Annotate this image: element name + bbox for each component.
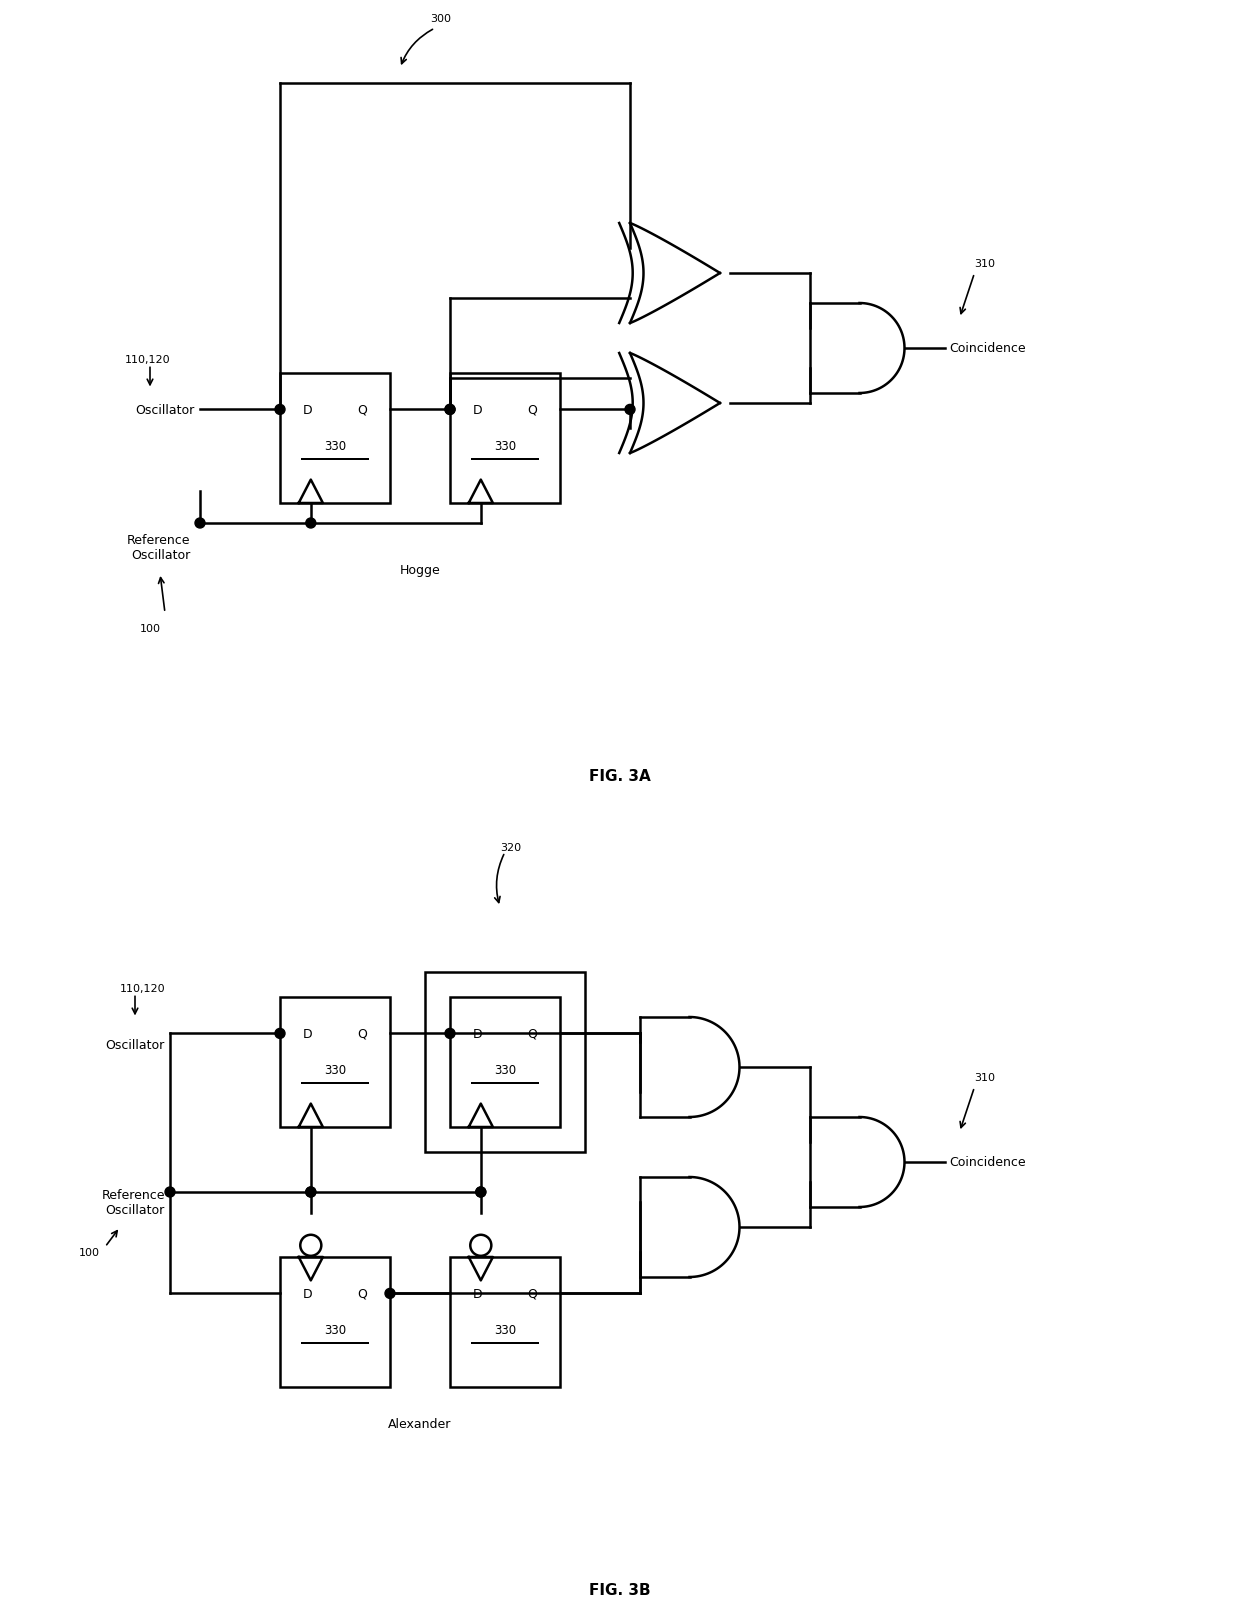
Bar (450, 998, 560, 1127)
Text: Coincidence: Coincidence (950, 1155, 1027, 1168)
Bar (425, 972, 585, 1152)
Text: 110,120: 110,120 (119, 983, 165, 993)
Text: Reference
Oscillator: Reference Oscillator (102, 1188, 165, 1216)
Text: FIG. 3B: FIG. 3B (589, 1581, 651, 1597)
Text: Coincidence: Coincidence (950, 342, 1027, 355)
Circle shape (445, 405, 455, 415)
Text: 300: 300 (430, 14, 451, 24)
Text: 330: 330 (494, 440, 516, 453)
Circle shape (165, 1188, 175, 1197)
Text: Oscillator: Oscillator (135, 403, 195, 416)
Text: Q: Q (527, 1287, 537, 1300)
Circle shape (445, 405, 455, 415)
Text: Q: Q (357, 403, 367, 416)
Text: Oscillator: Oscillator (105, 1038, 165, 1051)
Circle shape (445, 1028, 455, 1038)
Circle shape (306, 1188, 316, 1197)
Text: 330: 330 (494, 1324, 516, 1337)
Text: Alexander: Alexander (388, 1417, 451, 1430)
Text: D: D (303, 403, 312, 416)
Bar (450, 1257, 560, 1387)
Text: D: D (303, 1027, 312, 1040)
Bar (280, 374, 391, 503)
Text: D: D (472, 1027, 482, 1040)
Circle shape (306, 519, 316, 529)
Text: 330: 330 (324, 1324, 346, 1337)
Text: Q: Q (527, 403, 537, 416)
Text: 310: 310 (975, 259, 996, 268)
Text: FIG. 3A: FIG. 3A (589, 768, 651, 784)
Circle shape (275, 1028, 285, 1038)
Circle shape (195, 519, 205, 529)
Text: 110,120: 110,120 (124, 355, 170, 365)
Text: 320: 320 (500, 842, 521, 852)
Text: 310: 310 (975, 1072, 996, 1083)
Text: 330: 330 (324, 1064, 346, 1077)
Text: 100: 100 (140, 624, 161, 633)
Text: 330: 330 (324, 440, 346, 453)
Bar (280, 1257, 391, 1387)
Text: Q: Q (527, 1027, 537, 1040)
Text: Hogge: Hogge (399, 564, 440, 577)
Text: D: D (303, 1287, 312, 1300)
Circle shape (275, 405, 285, 415)
Circle shape (625, 405, 635, 415)
Bar (280, 998, 391, 1127)
Text: 100: 100 (79, 1247, 100, 1257)
Circle shape (384, 1289, 396, 1298)
Text: D: D (472, 1287, 482, 1300)
Bar (450, 374, 560, 503)
Text: Q: Q (357, 1027, 367, 1040)
Circle shape (476, 1188, 486, 1197)
Circle shape (306, 1188, 316, 1197)
Text: 330: 330 (494, 1064, 516, 1077)
Text: D: D (472, 403, 482, 416)
Text: Q: Q (357, 1287, 367, 1300)
Circle shape (476, 1188, 486, 1197)
Text: Reference
Oscillator: Reference Oscillator (126, 534, 190, 562)
